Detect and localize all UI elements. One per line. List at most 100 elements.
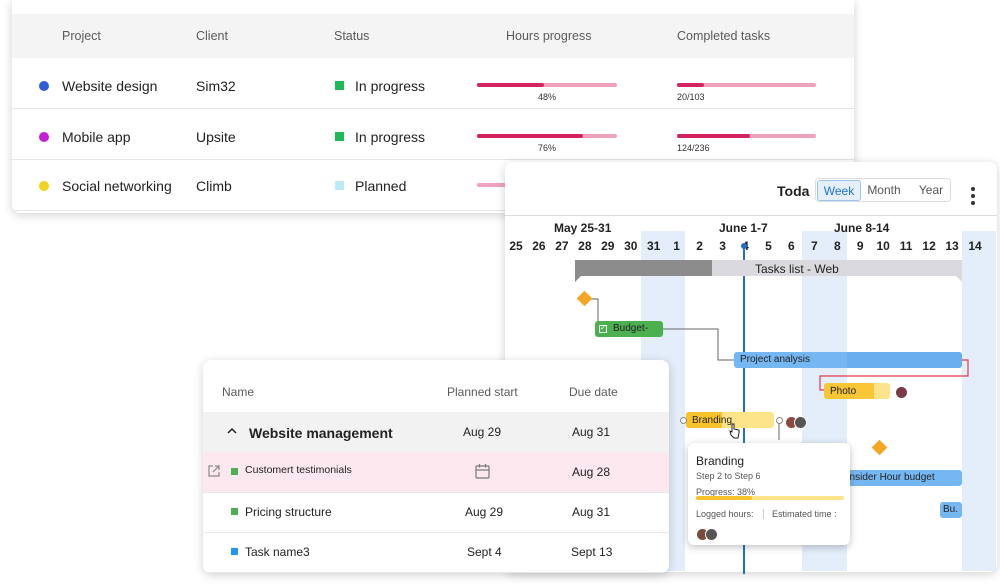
- tasks-progress-fill: [677, 134, 751, 138]
- status-icon: [335, 81, 344, 90]
- day-number: 30: [624, 239, 638, 253]
- tasks-progress-label: 124/236: [677, 143, 710, 153]
- tab-month[interactable]: Month: [867, 183, 901, 197]
- summary-cap-right: [956, 276, 962, 282]
- open-external-icon[interactable]: [207, 464, 221, 478]
- summary-cap-left: [575, 276, 581, 282]
- tab-year[interactable]: Year: [918, 183, 944, 197]
- group-name: Website management: [249, 425, 393, 441]
- day-number: 9: [856, 239, 864, 253]
- avatar: [705, 528, 718, 541]
- col-name[interactable]: Name: [222, 385, 255, 399]
- day-number: 26: [532, 239, 546, 253]
- tooltip-progress-label: Progress: 38%: [696, 487, 756, 497]
- task-due-date: Aug 31: [572, 505, 611, 519]
- task-name: Pricing structure: [245, 505, 332, 519]
- project-color-dot: [39, 181, 49, 191]
- day-number: 2: [696, 239, 703, 253]
- col-client[interactable]: Client: [196, 29, 228, 43]
- col-planned-start[interactable]: Planned start: [447, 385, 518, 399]
- project-status: In progress: [355, 78, 426, 94]
- avatar: [794, 416, 807, 429]
- task-row[interactable]: Task name3 Sept 4 Sept 13: [203, 532, 669, 573]
- task-bar-remaining: [847, 352, 962, 368]
- week-label: May 25-31: [554, 221, 612, 235]
- col-hours-progress[interactable]: Hours progress: [506, 29, 592, 43]
- hours-progress-label: 76%: [538, 143, 557, 153]
- project-color-dot: [39, 81, 49, 91]
- task-row[interactable]: Pricing structure Aug 29 Aug 31: [203, 492, 669, 533]
- tasks-progress-track: [677, 83, 816, 87]
- week-label: June 8-14: [834, 221, 890, 235]
- tooltip-title: Branding: [696, 454, 745, 468]
- task-label: Bu.: [943, 504, 959, 515]
- day-number: 6: [788, 239, 795, 253]
- today-marker: [741, 243, 747, 249]
- task-name: Customert testimonials: [245, 464, 352, 476]
- projects-table-header: [12, 14, 854, 58]
- task-tooltip: Branding Step 2 to Step 6 Progress: 38% …: [688, 443, 850, 545]
- more-menu-icon[interactable]: [971, 187, 975, 205]
- day-number: 8: [833, 239, 841, 253]
- day-number: 12: [922, 239, 936, 253]
- hours-progress-fill: [477, 83, 545, 87]
- group-row[interactable]: Website management Aug 29 Aug 31: [203, 412, 669, 453]
- col-due-date[interactable]: Due date: [569, 385, 618, 399]
- project-client: Sim32: [196, 78, 236, 94]
- project-status: In progress: [355, 129, 426, 145]
- project-client: Climb: [196, 178, 232, 194]
- project-color-dot: [39, 132, 49, 142]
- task-bar-budget[interactable]: Budget-: [595, 321, 663, 337]
- task-due-date: Sept 13: [571, 545, 613, 559]
- status-icon: [335, 132, 344, 141]
- project-row[interactable]: Website design Sim32 In progress 48% 20/…: [12, 58, 854, 109]
- drag-handle[interactable]: [776, 417, 783, 424]
- task-label: Project analysis: [740, 354, 811, 365]
- hours-progress-fill: [477, 134, 584, 138]
- day-number: 27: [555, 239, 569, 253]
- day-number: 25: [509, 239, 523, 253]
- task-progress: [824, 383, 874, 399]
- group-planned-start: Aug 29: [463, 425, 502, 439]
- tasks-progress-fill: [677, 83, 704, 87]
- tooltip-progress-fill: [696, 496, 753, 500]
- project-name: Mobile app: [62, 129, 131, 145]
- project-name: Website design: [62, 78, 158, 94]
- day-number: 3: [719, 239, 726, 253]
- task-due-date: Aug 28: [572, 465, 611, 479]
- status-icon: [335, 181, 344, 190]
- day-number: 28: [578, 239, 592, 253]
- tab-week[interactable]: Week: [817, 180, 861, 201]
- project-row[interactable]: Mobile app Upsite In progress 76% 124/23…: [12, 109, 854, 160]
- hours-progress-track: [477, 83, 617, 87]
- avatar: [895, 386, 908, 399]
- day-number: 29: [601, 239, 615, 253]
- task-color-icon: [231, 468, 238, 475]
- tooltip-progress-track: [696, 496, 844, 500]
- col-completed-tasks[interactable]: Completed tasks: [677, 29, 771, 43]
- calendar-icon[interactable]: [475, 463, 490, 479]
- chevron-up-icon[interactable]: [227, 427, 237, 435]
- drag-handle[interactable]: [680, 417, 687, 424]
- day-number: 10: [876, 239, 890, 253]
- project-status: Planned: [355, 178, 407, 194]
- project-client: Upsite: [196, 129, 236, 145]
- tooltip-logged-hours: Logged hours:: [696, 509, 754, 519]
- col-project[interactable]: Project: [62, 29, 101, 43]
- task-bar-bu[interactable]: Bu.: [940, 502, 962, 518]
- summary-label: Tasks list - Web: [755, 262, 839, 276]
- task-color-icon: [231, 548, 238, 555]
- day-number: 31: [647, 239, 661, 253]
- day-number: 1: [673, 239, 680, 253]
- day-number: 14: [968, 239, 982, 253]
- day-number: 5: [765, 239, 772, 253]
- task-bar-consider-hour-budget[interactable]: onsider Hour budget: [838, 470, 962, 486]
- group-due-date: Aug 31: [572, 425, 611, 439]
- week-label: June 1-7: [719, 221, 768, 235]
- task-planned-start: Sept 4: [467, 545, 502, 559]
- today-button[interactable]: Toda: [777, 183, 810, 199]
- task-row[interactable]: Customert testimonials Aug 28: [203, 452, 669, 493]
- col-status[interactable]: Status: [334, 29, 370, 43]
- divider: [505, 215, 997, 216]
